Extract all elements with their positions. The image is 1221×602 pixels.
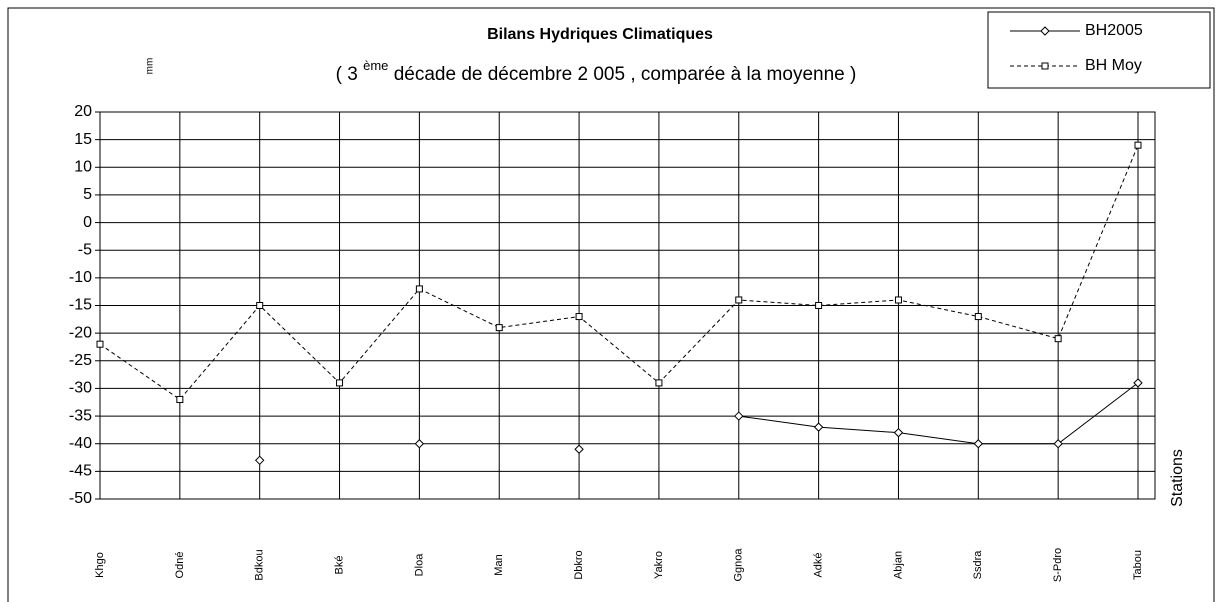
y-tick-label: 15 (74, 131, 92, 148)
data-point (336, 379, 344, 387)
data-point (893, 427, 904, 438)
data-point (415, 285, 423, 293)
legend-label: BH Moy (1085, 57, 1142, 74)
data-point (575, 313, 583, 321)
x-tick-label: Man (493, 554, 505, 575)
x-tick-label: Yakro (653, 551, 665, 579)
y-tick-label: -15 (69, 297, 92, 314)
data-point (256, 302, 264, 309)
legend-marker (1040, 26, 1050, 36)
chart-subtitle: ( 3 ème décade de décembre 2 005 , compa… (336, 58, 857, 85)
y-tick-label: -30 (69, 380, 92, 397)
x-tick-label: Dbkro (573, 550, 585, 579)
subtitle-part: ( 3 (336, 64, 363, 85)
subtitle-part: décade de décembre 2 005 , comparée à la… (388, 64, 856, 85)
y-tick-label: 10 (74, 159, 92, 176)
x-tick-label: Ssdra (972, 550, 984, 580)
chart-title: Bilans Hydriques Climatiques (487, 26, 713, 43)
legend-label: BH2005 (1085, 22, 1143, 39)
series-line (738, 382, 1139, 445)
data-point (735, 296, 743, 304)
subtitle-sup: ème (363, 58, 388, 73)
x-tick-label: Adké (813, 552, 825, 577)
x-tick-label: Khgo (94, 552, 106, 578)
y-tick-label: 0 (83, 214, 92, 231)
data-point (655, 379, 663, 387)
y-tick-label: -45 (69, 463, 92, 480)
x-tick-label: S-Pdro (1052, 548, 1064, 582)
x-tick-label: Odné (174, 552, 186, 579)
x-tick-label: Dloa (413, 553, 425, 577)
y-tick-label: -5 (78, 241, 92, 258)
y-tick-label: 5 (83, 186, 92, 203)
series-line (99, 144, 1139, 401)
x-tick-label: Bké (333, 556, 345, 575)
y-tick-label: -10 (69, 269, 92, 286)
legend-marker (1041, 62, 1049, 70)
data-point (734, 411, 744, 421)
y-tick-label: -50 (69, 490, 92, 507)
data-point (973, 439, 984, 449)
data-point (96, 340, 104, 348)
y-tick-label: -25 (69, 352, 92, 369)
data-point (813, 422, 824, 432)
data-point (254, 455, 265, 466)
x-tick-label: Abjan (892, 551, 904, 579)
data-point (974, 313, 982, 321)
y-axis-label: mm (145, 58, 156, 75)
y-tick-label: 20 (74, 103, 92, 120)
data-point (894, 296, 902, 304)
y-tick-label: -20 (69, 324, 92, 341)
x-tick-label: Bdkou (254, 549, 266, 580)
data-point (574, 444, 584, 454)
data-point (176, 395, 184, 403)
data-point (1053, 439, 1063, 449)
x-tick-label: Ggnoa (733, 548, 745, 582)
data-point (414, 439, 425, 449)
data-point (815, 302, 823, 309)
chart-frame (7, 7, 1215, 602)
data-point (1054, 335, 1062, 343)
data-point (495, 324, 503, 332)
y-tick-label: -35 (69, 407, 92, 424)
y-tick-label: -40 (69, 435, 92, 452)
data-point (1134, 141, 1142, 149)
data-point (1133, 378, 1143, 388)
x-axis-label: Stations (1169, 449, 1186, 507)
x-tick-label: Tabou (1132, 550, 1144, 580)
legend-box (987, 11, 1211, 89)
